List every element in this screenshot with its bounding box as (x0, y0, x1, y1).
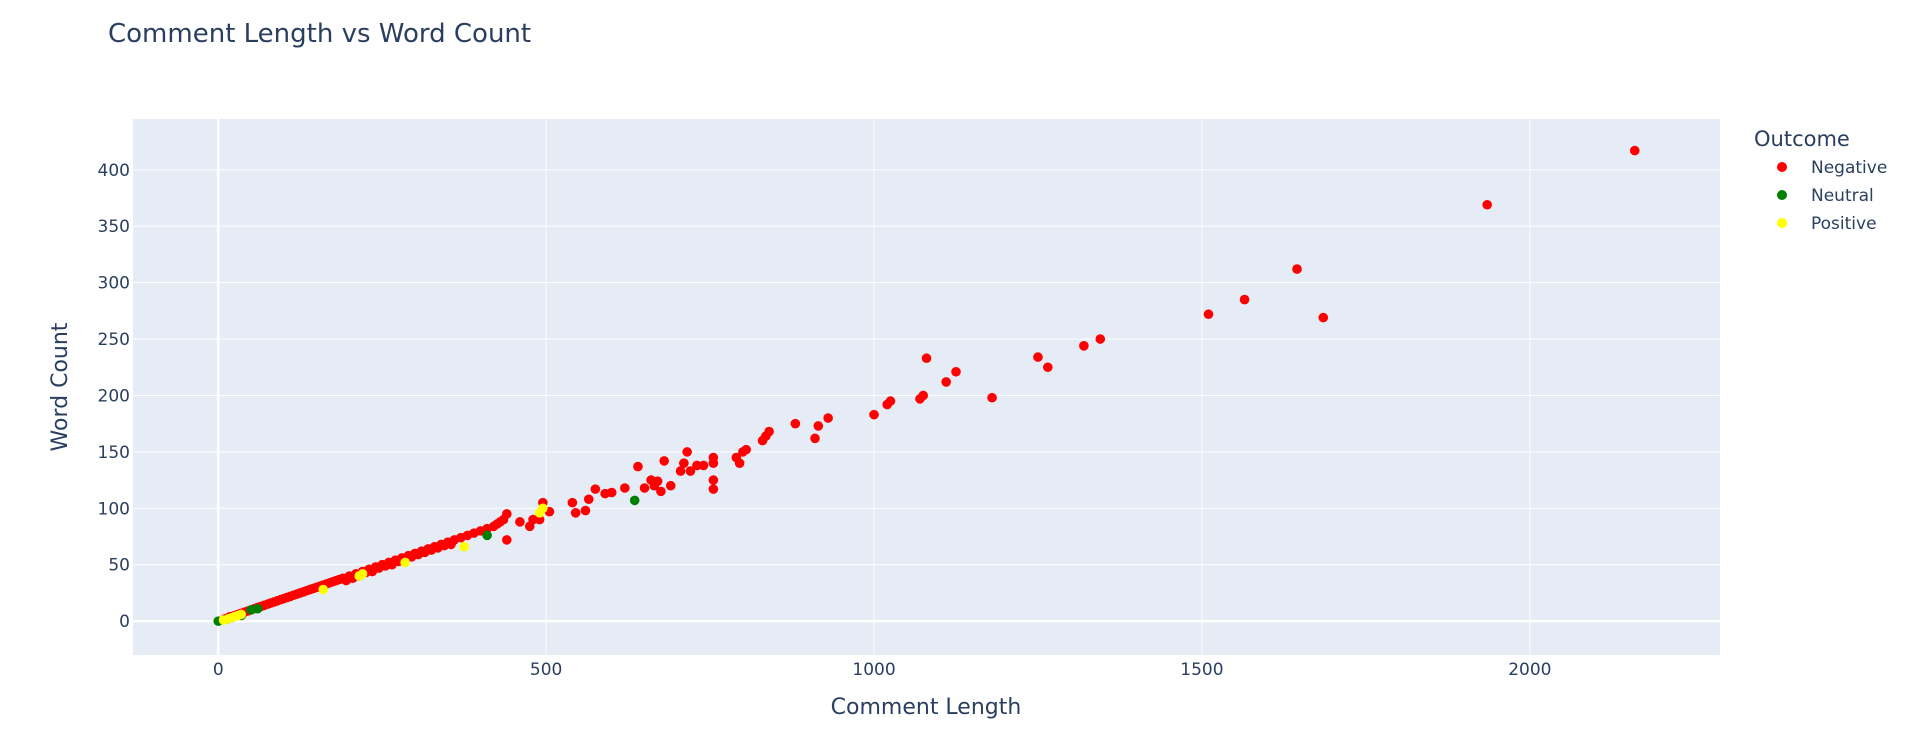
scatter-point-positive (538, 503, 548, 514)
scatter-point-negative (764, 426, 774, 437)
y-tick-label: 0 (119, 612, 130, 632)
scatter-point-negative (652, 476, 663, 487)
x-tick-label: 1500 (1180, 660, 1223, 680)
y-tick-label: 150 (98, 443, 130, 463)
scatter-point-negative (501, 509, 512, 519)
scatter-point-negative (1292, 264, 1302, 274)
scatter-point-negative (869, 409, 879, 420)
scatter-point-negative (656, 486, 666, 497)
scatter-point-negative (790, 418, 801, 429)
scatter-point-negative (708, 484, 719, 494)
scatter-point-negative (1318, 312, 1329, 323)
scatter-point-negative (1079, 341, 1089, 351)
legend-title: Outcome (1754, 127, 1850, 151)
y-tick-label: 300 (98, 274, 130, 294)
scatter-point-positive (236, 609, 247, 620)
x-tick-label: 500 (530, 660, 562, 680)
legend-marker-positive (1777, 218, 1787, 228)
scatter-point-negative (951, 366, 961, 377)
scatter-point-negative (685, 466, 696, 476)
scatter-point-negative (583, 494, 594, 505)
scatter-point-negative (567, 497, 578, 508)
scatter-point-negative (734, 458, 745, 468)
scatter-point-neutral (482, 530, 492, 541)
scatter-point-negative (679, 458, 689, 468)
legend-label-neutral: Neutral (1811, 186, 1874, 206)
scatter-point-positive (357, 568, 368, 579)
scatter-point-negative (692, 460, 702, 471)
scatter-point-negative (675, 466, 686, 476)
scatter-point-negative (534, 514, 545, 525)
chart-title: Comment Length vs Word Count (108, 19, 531, 49)
scatter-point-negative (1482, 199, 1492, 210)
y-tick-label: 50 (108, 556, 130, 576)
scatter-point-negative (708, 458, 719, 468)
scatter-point-negative (665, 480, 676, 491)
legend: Outcome Negative Neutral Positive (1754, 127, 1887, 234)
scatter-point-negative (590, 484, 601, 494)
scatter-point-negative (813, 421, 824, 431)
scatter-point-negative (918, 390, 929, 401)
scatter-point-neutral (252, 603, 263, 614)
y-tick-label: 250 (98, 330, 130, 350)
scatter-point-negative (741, 444, 751, 455)
y-tick-label: 200 (98, 386, 130, 406)
scatter-point-negative (708, 475, 719, 485)
legend-marker-neutral (1777, 190, 1787, 200)
y-tick-label: 350 (98, 217, 130, 237)
scatter-point-negative (528, 514, 538, 525)
plot-area (133, 119, 1720, 655)
scatter-point-negative (1033, 352, 1043, 362)
legend-label-positive: Positive (1811, 214, 1877, 234)
y-tick-label: 400 (98, 161, 130, 181)
scatter-point-neutral (629, 495, 640, 506)
scatter-point-negative (810, 433, 820, 444)
scatter-point-negative (941, 377, 951, 387)
x-tick-label: 1000 (852, 660, 895, 680)
scatter-point-positive (459, 541, 469, 552)
scatter-point-negative (633, 461, 643, 472)
scatter-point-negative (606, 487, 617, 498)
legend-marker-negative (1777, 162, 1787, 172)
legend-label-negative: Negative (1811, 158, 1887, 178)
scatter-point-negative (515, 517, 525, 527)
y-tick-label: 100 (98, 499, 130, 519)
scatter-point-negative (1239, 294, 1250, 305)
axes: 0 500 1000 1500 2000 0 50 100 150 200 250 300 350 400 (98, 161, 1552, 680)
scatter-point-negative (921, 353, 932, 364)
scatter-point-negative (580, 505, 591, 516)
scatter-point-negative (698, 460, 709, 471)
scatter-point-negative (1043, 362, 1053, 373)
scatter-point-negative (659, 456, 669, 466)
x-axis-title: Comment Length (831, 695, 1022, 720)
legend-items: Negative Neutral Positive (1777, 158, 1887, 234)
scatter-point-negative (987, 392, 997, 403)
scatter-point-positive (318, 584, 328, 595)
scatter-point-negative (620, 483, 630, 493)
scatter-point-negative (823, 413, 833, 423)
scatter-point-positive (400, 557, 410, 568)
scatter-point-negative (501, 535, 512, 545)
scatter-point-negative (1203, 309, 1214, 320)
series-positive (218, 503, 548, 625)
scatter-point-negative (570, 508, 581, 518)
scatter-points (213, 145, 1640, 626)
scatter-point-negative (1629, 145, 1640, 156)
scatter-point-negative (682, 447, 692, 457)
scatter-point-negative (1095, 334, 1106, 344)
scatter-point-negative (639, 483, 650, 493)
y-axis-title: Word Count (48, 322, 73, 451)
x-tick-label: 0 (213, 660, 224, 680)
x-tick-label: 2000 (1508, 660, 1551, 680)
scatter-point-negative (885, 396, 896, 406)
